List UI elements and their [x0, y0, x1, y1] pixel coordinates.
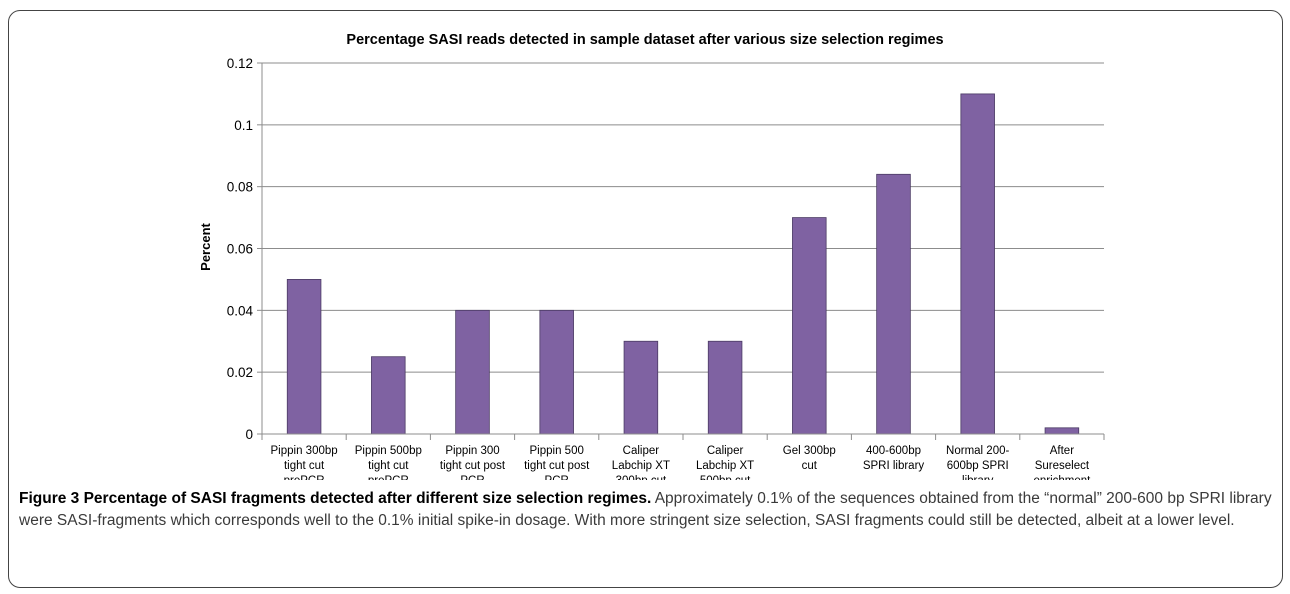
- y-tick-label: 0.06: [227, 242, 253, 257]
- x-tick-label: Caliper: [707, 445, 744, 457]
- bar-chart: Percentage SASI reads detected in sample…: [198, 32, 1105, 480]
- bar: [876, 173, 911, 435]
- bar: [539, 309, 574, 435]
- caption-title: Figure 3 Percentage of SASI fragments de…: [19, 490, 652, 507]
- bar: [455, 309, 490, 435]
- bar: [1044, 427, 1080, 435]
- bar: [371, 356, 406, 435]
- x-tick-label: Labchip XT: [612, 460, 670, 472]
- axes: [257, 62, 1105, 440]
- x-tick-labels: Pippin 300bp tight cut prePCR Pippin 500bp t…: [271, 445, 1092, 480]
- x-tick-label: Pippin 500: [530, 445, 584, 457]
- bar: [792, 217, 827, 435]
- x-tick-label: library: [962, 475, 994, 480]
- y-axis-label: Percent: [198, 222, 213, 270]
- y-tick-label: 0.1: [234, 118, 253, 133]
- x-tick-label: prePCR: [368, 475, 409, 480]
- y-tick-labels: 0 0.02 0.04 0.06 0.08 0.1 0.12: [227, 56, 254, 442]
- x-tick-label: SPRI library: [863, 460, 925, 472]
- x-tick-label: 400-600bp: [866, 445, 921, 457]
- x-tick-label: 500bp cut: [700, 475, 751, 480]
- x-tick-label: Pippin 300bp: [271, 445, 338, 457]
- x-tick-label: tight cut: [368, 460, 409, 472]
- caption-text: Approximately 0.1% of the sequences obta…: [19, 490, 1272, 529]
- y-tick-label: 0.12: [227, 56, 253, 71]
- x-tick-label: Sureselect: [1035, 460, 1090, 472]
- x-tick-label: tight cut: [284, 460, 325, 472]
- y-tick-label: 0.04: [227, 303, 254, 318]
- chart-title: Percentage SASI reads detected in sample…: [346, 32, 943, 48]
- bar: [707, 340, 743, 435]
- y-tick-label: 0.08: [227, 180, 253, 195]
- x-tick-label: prePCR: [284, 475, 325, 480]
- x-tick-label: Pippin 500bp: [355, 445, 422, 457]
- x-tick-label: Labchip XT: [696, 460, 754, 472]
- x-tick-label: PCR: [545, 475, 569, 480]
- x-tick-label: Caliper: [623, 445, 660, 457]
- x-tick-label: After: [1050, 445, 1074, 457]
- x-tick-label: Normal 200-: [946, 445, 1009, 457]
- x-tick-label: tight cut post: [524, 460, 590, 472]
- y-tick-label: 0.02: [227, 365, 253, 380]
- x-tick-label: 600bp SPRI: [947, 460, 1009, 472]
- x-tick-label: Pippin 300: [445, 445, 499, 457]
- bars: [286, 93, 1080, 435]
- x-tick-label: PCR: [460, 475, 484, 480]
- bar: [286, 279, 322, 435]
- figure-caption: Figure 3 Percentage of SASI fragments de…: [19, 488, 1274, 532]
- figure-frame: [8, 10, 1283, 588]
- bar: [623, 340, 659, 435]
- y-tick-label: 0: [245, 427, 253, 442]
- x-tick-label: cut: [802, 460, 818, 472]
- x-tick-label: tight cut post: [440, 460, 506, 472]
- x-tick-label: 300bp cut: [616, 475, 667, 480]
- x-tick-label: Gel 300bp: [783, 445, 836, 457]
- bar: [960, 93, 995, 435]
- x-tick-label: enrichment: [1033, 475, 1091, 480]
